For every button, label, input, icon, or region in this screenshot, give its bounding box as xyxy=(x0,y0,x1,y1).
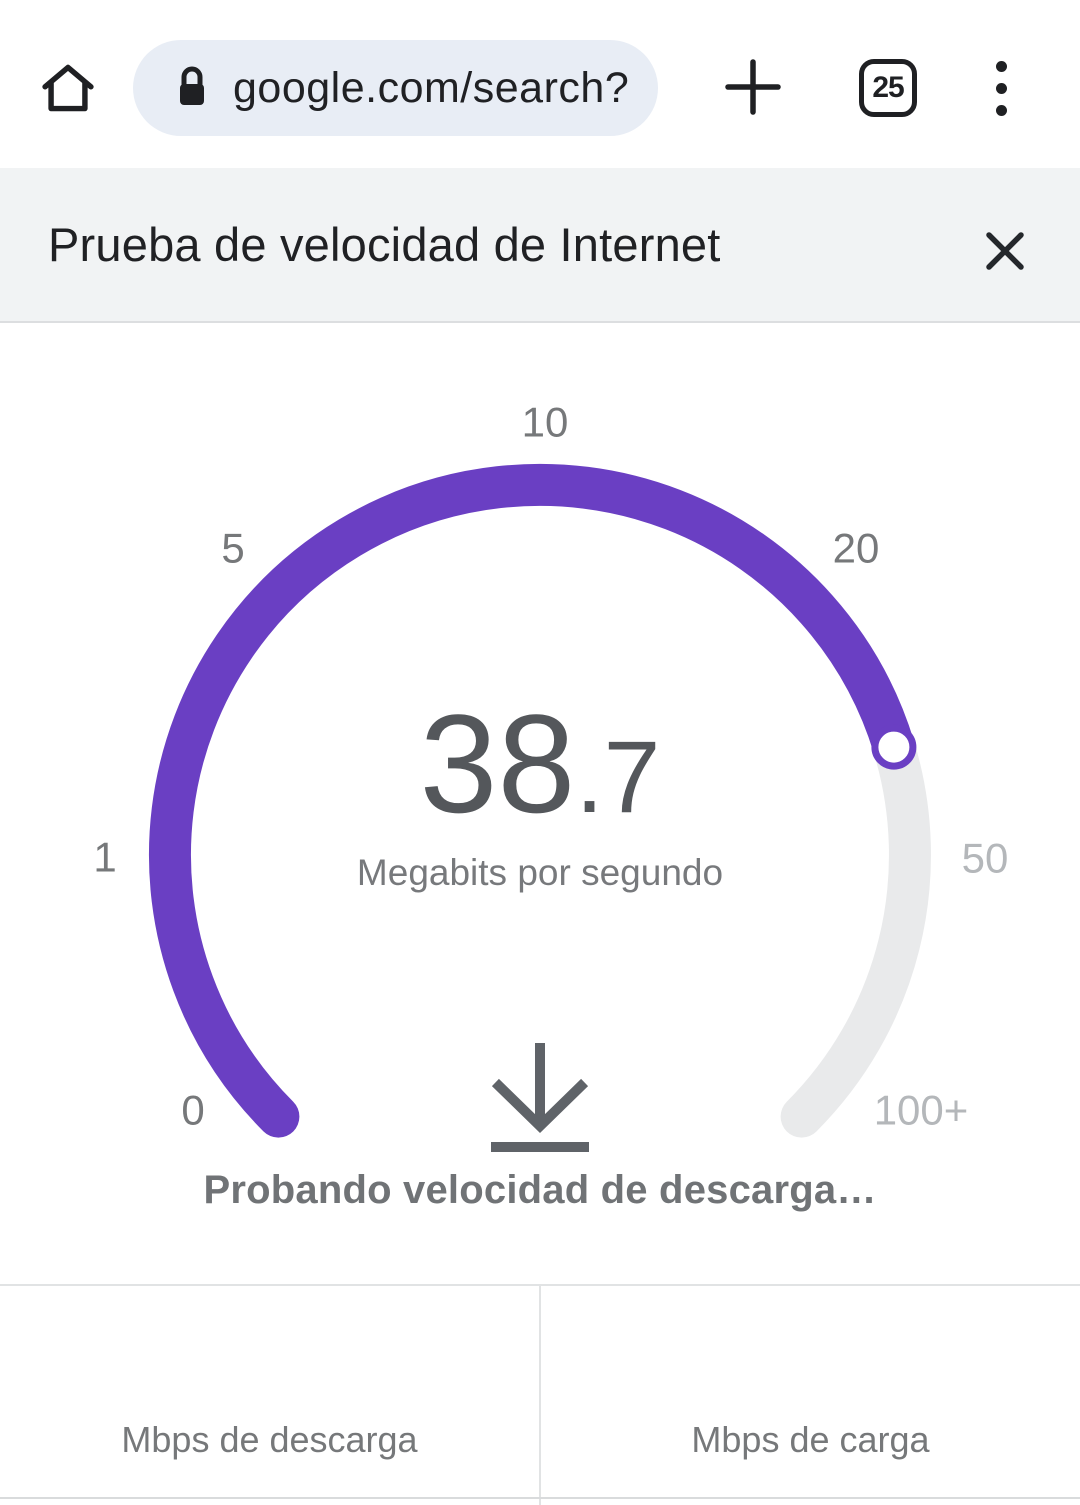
download-result-cell: Mbps de descarga xyxy=(0,1286,539,1505)
download-label: Mbps de descarga xyxy=(121,1419,418,1460)
url-bar[interactable]: google.com/search? xyxy=(133,40,658,136)
results-footer: Mbps de descarga Mbps de carga xyxy=(0,1284,1080,1505)
lock-icon[interactable] xyxy=(173,65,211,111)
gauge-scale-label-100+: 100+ xyxy=(874,1087,969,1134)
gauge-value: 38.7 xyxy=(0,694,1080,834)
gauge-scale-label-0: 0 xyxy=(181,1087,204,1134)
menu-button[interactable] xyxy=(978,52,1024,124)
gauge-scale-label-50: 50 xyxy=(962,835,1009,882)
gauge-thumb xyxy=(871,724,917,770)
browser-toolbar: google.com/search? 25 xyxy=(0,0,1080,168)
tab-switcher-button[interactable]: 25 xyxy=(859,59,917,117)
url-text: google.com/search? xyxy=(233,63,630,112)
upload-label: Mbps de carga xyxy=(691,1419,930,1460)
gauge-scale-label-10: 10 xyxy=(522,399,569,446)
gauge-progress-arc xyxy=(148,463,915,1138)
home-icon xyxy=(42,64,94,112)
close-icon xyxy=(986,232,1024,270)
page-title: Prueba de velocidad de Internet xyxy=(48,218,721,271)
tab-count: 25 xyxy=(872,71,904,104)
menu-dot xyxy=(995,60,1007,72)
gauge-unit-label: Megabits por segundo xyxy=(356,852,724,893)
upload-result-cell: Mbps de carga xyxy=(539,1286,1080,1505)
gauge-scale-label-5: 5 xyxy=(221,525,244,572)
download-icon xyxy=(491,1043,589,1152)
menu-dot xyxy=(995,82,1007,94)
close-button[interactable] xyxy=(966,212,1044,290)
panel-header: Prueba de velocidad de Internet xyxy=(0,168,1080,323)
new-tab-button[interactable] xyxy=(722,56,784,118)
plus-icon xyxy=(725,59,781,115)
status-text: Probando velocidad de descarga… xyxy=(203,1168,877,1212)
gauge-track-arc xyxy=(780,726,931,1138)
gauge-value-integer: 38 xyxy=(419,685,576,842)
menu-dot xyxy=(995,104,1007,116)
gauge-scale-label-1: 1 xyxy=(93,834,116,881)
gauge-value-fraction: .7 xyxy=(575,720,661,834)
gauge-scale-label-20: 20 xyxy=(833,525,880,572)
home-button[interactable] xyxy=(38,56,98,120)
